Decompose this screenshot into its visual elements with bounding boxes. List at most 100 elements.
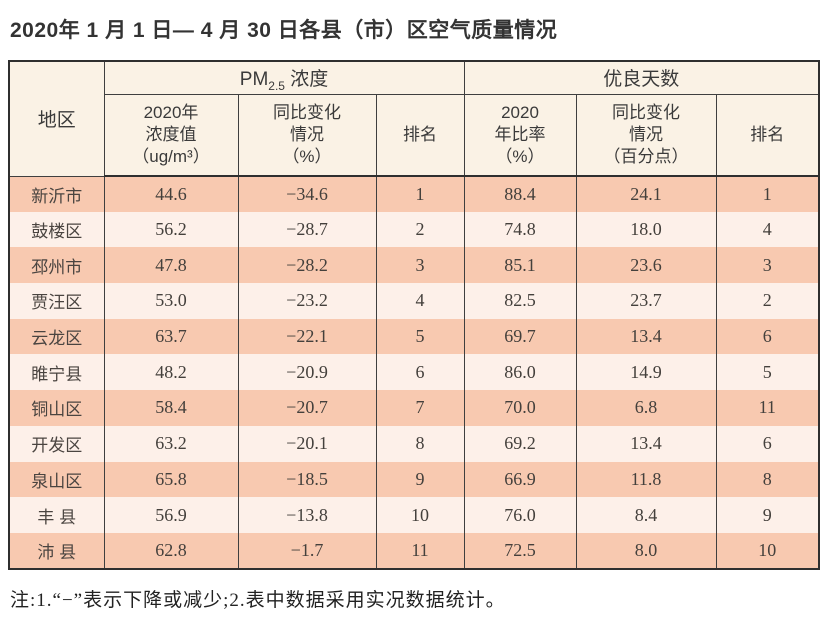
pm-change-cell: −13.8 [237,497,377,533]
good-rank-cell: 10 [715,532,820,569]
good-rate-cell: 76.0 [463,497,577,533]
good-change-cell: 13.4 [575,318,717,355]
pm-rank-cell: 2 [375,211,465,248]
pm-rank-cell: 1 [375,176,465,212]
good-rank-cell: 4 [715,211,820,248]
region-cell: 贾汪区 [8,283,105,319]
good-rank-cell: 8 [715,461,820,498]
pm-value-cell: 47.8 [103,247,239,284]
pm-value-cell: 48.2 [103,354,239,391]
good-rate-cell: 88.4 [463,176,577,212]
pm-rank-cell: 4 [375,283,465,319]
table-body: 新沂市 44.6 −34.6 1 88.4 24.1 1 鼓楼区 56.2 −28.7 2 74.8 1… [8,176,820,569]
pm-change-cell: −20.7 [237,390,377,426]
pm-change-cell: −28.7 [237,211,377,248]
good-change-cell: 13.4 [575,425,717,462]
table-row: 开发区 63.2 −20.1 8 69.2 13.4 6 [8,425,820,462]
col-header-good-rank: 排名 [715,94,820,177]
good-change-cell: 6.8 [575,390,717,426]
table-row: 云龙区 63.7 −22.1 5 69.7 13.4 6 [8,318,820,355]
region-cell: 沛 县 [8,532,105,569]
pm-change-cell: −34.6 [237,176,377,212]
region-cell: 开发区 [8,425,105,462]
pm-value-cell: 56.9 [103,497,239,533]
pm25-label-prefix: PM [239,69,269,91]
good-rate-cell: 72.5 [463,532,577,569]
header-group-row: 地区 PM2.5 浓度 优良天数 [8,61,820,177]
good-change-cell: 8.0 [575,532,717,569]
pm-rank-cell: 8 [375,425,465,462]
table-row: 丰 县 56.9 −13.8 10 76.0 8.4 9 [8,497,820,533]
good-rank-cell: 3 [715,247,820,284]
page-title: 2020年 1 月 1 日— 4 月 30 日各县（市）区空气质量情况 [10,19,558,42]
good-rate-cell: 69.2 [463,425,577,462]
region-cell: 邳州市 [8,247,105,284]
good-rate-cell: 70.0 [463,390,577,426]
good-rate-cell: 66.9 [463,461,577,498]
pm-change-cell: −18.5 [237,461,377,498]
table-row: 贾汪区 53.0 −23.2 4 82.5 23.7 2 [8,283,820,319]
pm-rank-cell: 5 [375,318,465,355]
good-change-cell: 24.1 [575,176,717,212]
col-header-pm-change: 同比变化 情况 （%） [237,94,377,177]
good-rank-cell: 9 [715,497,820,533]
pm-value-cell: 63.2 [103,425,239,462]
pm-change-cell: −20.9 [237,354,377,391]
table-header: 地区 PM2.5 浓度 优良天数 2020年 浓度值 （ug/m³） 同比变化 … [8,61,820,177]
table-row: 泉山区 65.8 −18.5 9 66.9 11.8 8 [8,461,820,498]
region-cell: 丰 县 [8,497,105,533]
pm-rank-cell: 9 [375,461,465,498]
pm-rank-cell: 7 [375,390,465,426]
pm-value-cell: 44.6 [103,176,239,212]
table-row: 新沂市 44.6 −34.6 1 88.4 24.1 1 [8,176,820,212]
table-row: 沛 县 62.8 −1.7 11 72.5 8.0 10 [8,532,820,569]
pm-value-cell: 56.2 [103,211,239,248]
good-change-cell: 23.7 [575,283,717,319]
pm-value-cell: 63.7 [103,318,239,355]
pm-value-cell: 53.0 [103,283,239,319]
pm-value-cell: 62.8 [103,532,239,569]
table-row: 鼓楼区 56.2 −28.7 2 74.8 18.0 4 [8,211,820,248]
good-rank-cell: 11 [715,390,820,426]
region-cell: 鼓楼区 [8,211,105,248]
col-group-good-days: 优良天数 [463,61,820,95]
col-header-good-rate: 2020 年比率 （%） [463,94,577,177]
good-rate-cell: 74.8 [463,211,577,248]
col-group-pm25: PM2.5 浓度 [103,61,465,95]
pm-change-cell: −20.1 [237,425,377,462]
air-quality-table: 地区 PM2.5 浓度 优良天数 2020年 浓度值 （ug/m³） 同比变化 … [8,60,820,570]
good-rank-cell: 1 [715,176,820,212]
good-change-cell: 18.0 [575,211,717,248]
region-cell: 铜山区 [8,390,105,426]
pm-rank-cell: 6 [375,354,465,391]
good-rank-cell: 2 [715,283,820,319]
col-header-pm-value: 2020年 浓度值 （ug/m³） [103,94,239,177]
region-cell: 新沂市 [8,176,105,212]
pm-change-cell: −23.2 [237,283,377,319]
good-rank-cell: 6 [715,425,820,462]
good-rate-cell: 82.5 [463,283,577,319]
pm-value-cell: 65.8 [103,461,239,498]
good-rank-cell: 6 [715,318,820,355]
pm-rank-cell: 10 [375,497,465,533]
table-row: 邳州市 47.8 −28.2 3 85.1 23.6 3 [8,247,820,284]
pm-rank-cell: 3 [375,247,465,284]
good-change-cell: 14.9 [575,354,717,391]
good-rate-cell: 86.0 [463,354,577,391]
col-header-good-change: 同比变化 情况 （百分点） [575,94,717,177]
footnote: 注:1.“−”表示下降或减少;2.表中数据采用实况数据统计。 [10,589,506,611]
pm25-label-suffix: 浓度 [284,69,329,91]
header-sub-row: 2020年 浓度值 （ug/m³） 同比变化 情况 （%） 排名 2020 年比… [9,94,820,177]
pm25-label-subscript: 2.5 [268,79,285,94]
pm-value-cell: 58.4 [103,390,239,426]
pm-change-cell: −28.2 [237,247,377,284]
good-change-cell: 11.8 [575,461,717,498]
pm-change-cell: −22.1 [237,318,377,355]
good-change-cell: 8.4 [575,497,717,533]
table-row: 睢宁县 48.2 −20.9 6 86.0 14.9 5 [8,354,820,391]
good-rate-cell: 85.1 [463,247,577,284]
good-rank-cell: 5 [715,354,820,391]
pm-change-cell: −1.7 [237,532,377,569]
pm-rank-cell: 11 [375,532,465,569]
